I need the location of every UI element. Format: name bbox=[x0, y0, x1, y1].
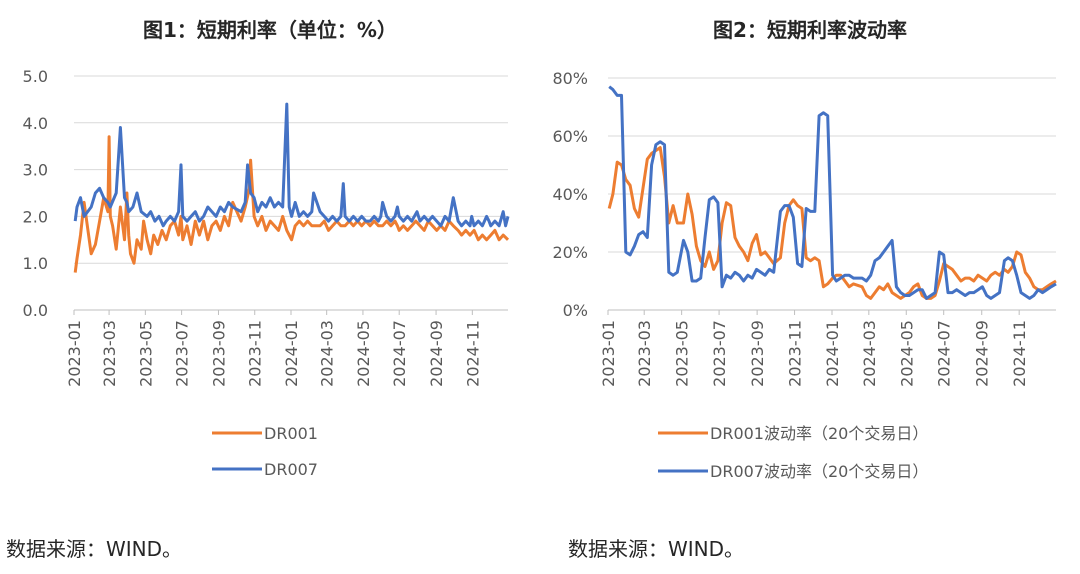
left-chart-panel: 图1：短期利率（单位：%） 0.0 1.0 2.0 3.0 4.0 5.0 2023-01 2… bbox=[6, 18, 510, 561]
x-tick-label: 2024-07 bbox=[935, 320, 954, 387]
x-tick-label: 2023-05 bbox=[136, 320, 155, 387]
legend-label: DR001 bbox=[264, 424, 318, 443]
x-tick-label: 2024-05 bbox=[897, 320, 916, 387]
x-tick-label: 2023-07 bbox=[710, 320, 729, 387]
series-line-DR007 bbox=[73, 102, 510, 228]
x-tick-label: 2023-03 bbox=[635, 320, 654, 387]
x-tick-label: 2023-09 bbox=[209, 320, 228, 387]
right-chart-panel: 图2：短期利率波动率 0% 20% 40% 60% 80% 2023-01 2023-03 2… bbox=[540, 0, 1080, 574]
series-line-DR007波动率（20个交易日） bbox=[608, 85, 1057, 300]
series-line-DR001波动率（20个交易日） bbox=[607, 146, 1057, 300]
legend-label: DR007波动率（20个交易日） bbox=[710, 462, 928, 481]
legend-item: DR001波动率（20个交易日） bbox=[658, 424, 928, 443]
legend-label: DR007 bbox=[264, 460, 318, 479]
x-tick-label: 2023-01 bbox=[65, 320, 84, 387]
y-tick-label: 2.0 bbox=[23, 207, 48, 226]
series-line-DR001 bbox=[73, 135, 510, 273]
legend-item: DR007波动率（20个交易日） bbox=[658, 462, 928, 481]
x-tick-label: 2024-05 bbox=[354, 320, 373, 387]
x-tick-label: 2024-07 bbox=[390, 320, 409, 387]
x-tick-label: 2023-11 bbox=[786, 320, 805, 387]
y-tick-label: 3.0 bbox=[23, 161, 48, 180]
left-source-note: 数据来源：WIND。 bbox=[6, 537, 183, 561]
legend-item: DR001 bbox=[212, 424, 318, 443]
right-source-note: 数据来源：WIND。 bbox=[568, 537, 745, 561]
y-tick-label: 0% bbox=[563, 301, 588, 320]
x-tick-label: 2023-07 bbox=[173, 320, 192, 387]
y-tick-label: 1.0 bbox=[23, 254, 48, 273]
x-tick-label: 2024-03 bbox=[860, 320, 879, 387]
y-tick-label: 5.0 bbox=[23, 67, 48, 86]
x-tick-label: 2024-09 bbox=[427, 320, 446, 387]
x-tick-label: 2023-11 bbox=[246, 320, 265, 387]
chart-2-title: 图2：短期利率波动率 bbox=[713, 18, 907, 42]
x-tick-label: 2023-03 bbox=[100, 320, 119, 387]
chart-1-title: 图1：短期利率（单位：%） bbox=[143, 18, 397, 42]
x-tick-label: 2024-11 bbox=[463, 320, 482, 387]
y-tick-label: 20% bbox=[552, 243, 588, 262]
x-tick-label: 2023-05 bbox=[673, 320, 692, 387]
legend-label: DR001波动率（20个交易日） bbox=[710, 424, 928, 443]
y-tick-label: 80% bbox=[552, 69, 588, 88]
x-tick-label: 2024-09 bbox=[973, 320, 992, 387]
y-tick-label: 60% bbox=[552, 127, 588, 146]
legend-item: DR007 bbox=[212, 460, 318, 479]
y-tick-label: 40% bbox=[552, 185, 588, 204]
x-tick-label: 2024-11 bbox=[1010, 320, 1029, 387]
chart-1-svg: 0.0 1.0 2.0 3.0 4.0 5.0 2023-01 2023-03 2023-05 2… bbox=[23, 67, 510, 479]
x-tick-label: 2024-03 bbox=[318, 320, 337, 387]
x-tick-label: 2024-01 bbox=[823, 320, 842, 387]
y-tick-label: 4.0 bbox=[23, 114, 48, 133]
x-tick-label: 2023-09 bbox=[748, 320, 767, 387]
x-tick-label: 2024-01 bbox=[282, 320, 301, 387]
chart-2-svg: 0% 20% 40% 60% 80% 2023-01 2023-03 2023-05 2023-… bbox=[552, 69, 1057, 481]
y-tick-label: 0.0 bbox=[23, 301, 48, 320]
x-tick-label: 2023-01 bbox=[599, 320, 618, 387]
